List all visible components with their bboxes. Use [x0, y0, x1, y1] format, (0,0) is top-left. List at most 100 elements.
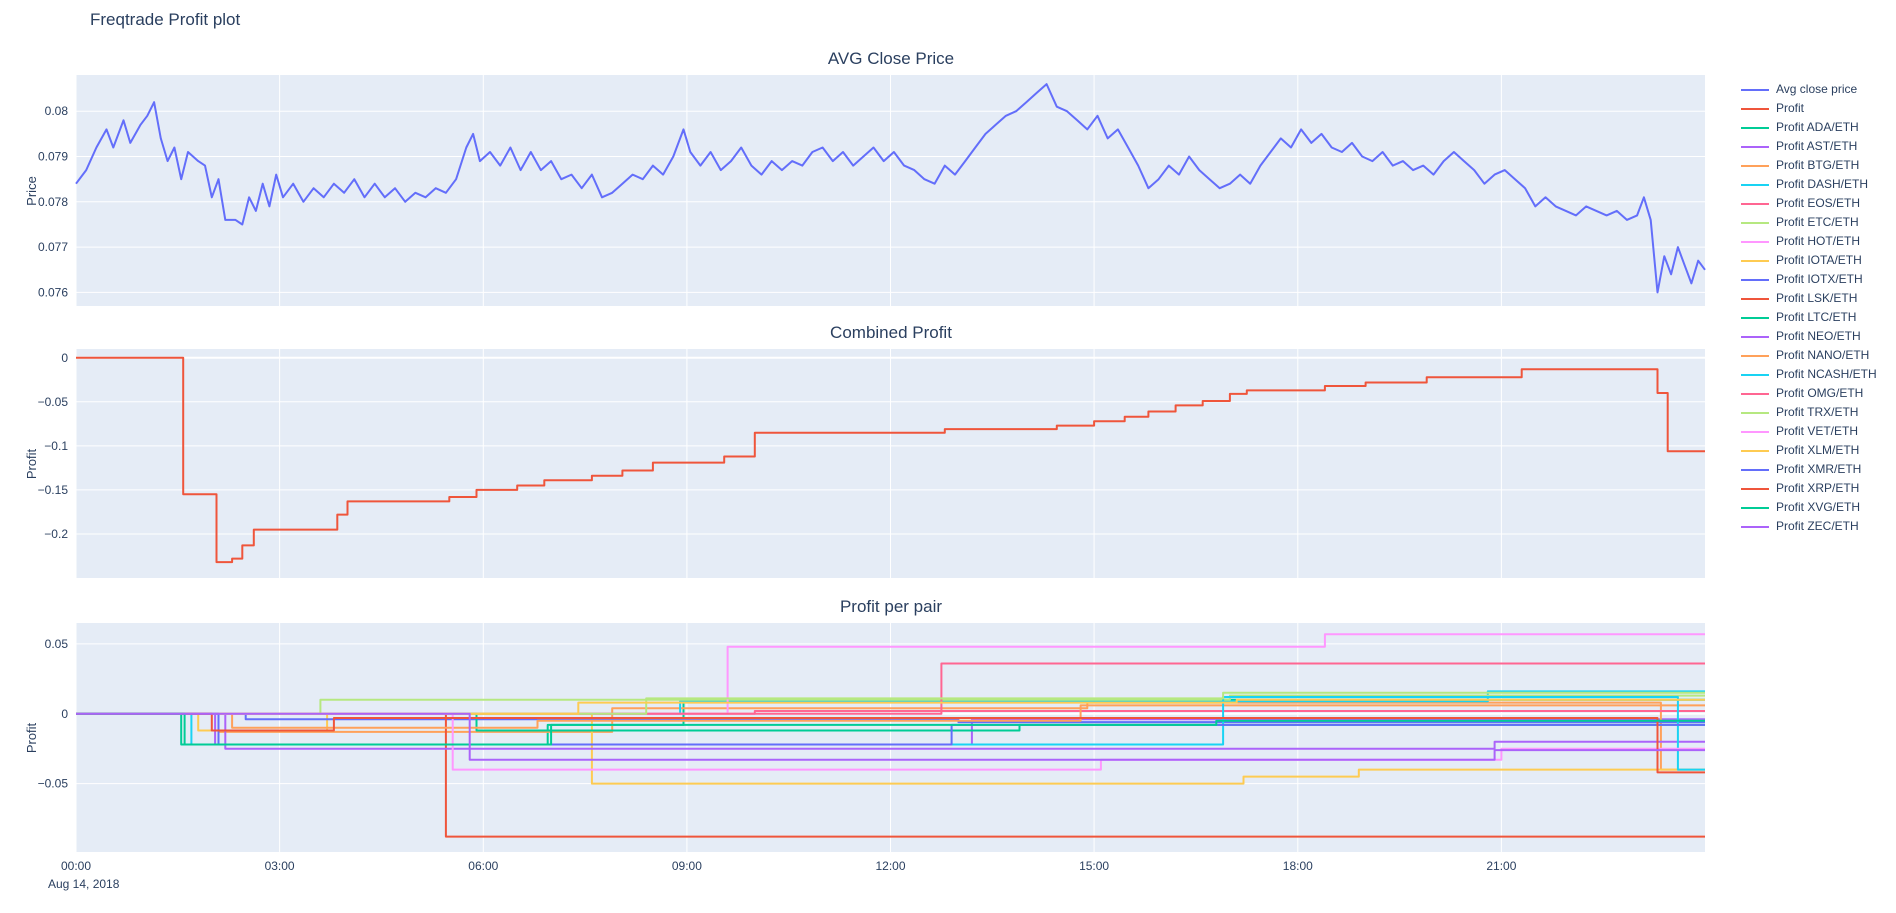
- legend-item-label: Profit ZEC/ETH: [1776, 519, 1859, 533]
- legend-item-label: Profit NEO/ETH: [1776, 329, 1861, 343]
- legend-line-swatch: [1741, 259, 1769, 262]
- series-profit-ada-eth: [76, 698, 1705, 746]
- legend-item-profit-ast-eth[interactable]: Profit AST/ETH: [1741, 137, 1877, 156]
- legend-item-profit-etc-eth[interactable]: Profit ETC/ETH: [1741, 213, 1877, 232]
- legend-item-label: Profit EOS/ETH: [1776, 196, 1861, 210]
- y-tick-label: −0.15: [38, 483, 69, 497]
- subplot-title-combined-profit: Combined Profit: [830, 323, 952, 342]
- x-tick-label: 15:00: [1079, 859, 1109, 873]
- y-tick-label: 0.077: [38, 240, 68, 254]
- x-axis-date-label: Aug 14, 2018: [48, 877, 120, 891]
- legend-item-label: Profit XMR/ETH: [1776, 462, 1862, 476]
- legend-line-swatch: [1741, 335, 1769, 338]
- x-tick-label: 12:00: [875, 859, 905, 873]
- y-tick-label: 0.078: [38, 195, 68, 209]
- legend-item-label: Profit ADA/ETH: [1776, 120, 1859, 134]
- series-avg-close-price: [75, 83, 1706, 294]
- y-axis-title-combined-profit: Profit: [24, 448, 39, 479]
- x-tick-label: 06:00: [468, 859, 498, 873]
- x-tick-label: 21:00: [1486, 859, 1516, 873]
- y-tick-label: −0.05: [38, 395, 69, 409]
- y-tick-label: 0.079: [38, 150, 68, 164]
- legend-item-label: Profit LSK/ETH: [1776, 291, 1858, 305]
- legend-item-label: Profit XVG/ETH: [1776, 500, 1861, 514]
- legend: Avg close price Profit Profit ADA/ETH Profi…: [1741, 80, 1877, 536]
- series-profit-zec-eth: [76, 712, 1705, 761]
- legend-item-profit-xrp-eth[interactable]: Profit XRP/ETH: [1741, 479, 1877, 498]
- legend-item-profit-nano-eth[interactable]: Profit NANO/ETH: [1741, 346, 1877, 365]
- legend-item-profit-iota-eth[interactable]: Profit IOTA/ETH: [1741, 251, 1877, 270]
- legend-line-swatch: [1741, 297, 1769, 300]
- legend-item-profit-zec-eth[interactable]: Profit ZEC/ETH: [1741, 517, 1877, 536]
- page-title: Freqtrade Profit plot: [90, 10, 241, 29]
- legend-line-swatch: [1741, 411, 1769, 414]
- legend-item-profit-xmr-eth[interactable]: Profit XMR/ETH: [1741, 460, 1877, 479]
- series-profit-xlm-eth: [76, 698, 1705, 715]
- legend-line-swatch: [1741, 392, 1769, 395]
- legend-line-swatch: [1741, 240, 1769, 243]
- y-tick-label: 0.05: [45, 637, 69, 651]
- legend-line-swatch: [1741, 487, 1769, 490]
- x-tick-label: 00:00: [61, 859, 91, 873]
- legend-item-profit-lsk-eth[interactable]: Profit LSK/ETH: [1741, 289, 1877, 308]
- legend-item-label: Profit XLM/ETH: [1776, 443, 1860, 457]
- y-tick-label: −0.1: [44, 439, 68, 453]
- legend-line-swatch: [1741, 107, 1769, 110]
- series-profit-nano-eth: [76, 704, 1705, 729]
- y-tick-label: 0: [61, 351, 68, 365]
- legend-item-label: Profit IOTX/ETH: [1776, 272, 1863, 286]
- avg-close-price-subplot[interactable]: 0.076 0.077 0.078 0.079 0.08 AVG Close Price P…: [24, 49, 1706, 306]
- legend-item-profit-neo-eth[interactable]: Profit NEO/ETH: [1741, 327, 1877, 346]
- legend-item-label: Profit ETC/ETH: [1776, 215, 1859, 229]
- legend-line-swatch: [1741, 126, 1769, 129]
- legend-item-profit-ncash-eth[interactable]: Profit NCASH/ETH: [1741, 365, 1877, 384]
- y-axis-title-avg-close-price: Price: [24, 176, 39, 206]
- legend-item-profit-dash-eth[interactable]: Profit DASH/ETH: [1741, 175, 1877, 194]
- legend-item-profit-hot-eth[interactable]: Profit HOT/ETH: [1741, 232, 1877, 251]
- legend-item-label: Profit OMG/ETH: [1776, 386, 1864, 400]
- legend-line-swatch: [1741, 354, 1769, 357]
- subplot-title-avg-close-price: AVG Close Price: [828, 49, 954, 68]
- legend-line-swatch: [1741, 164, 1769, 167]
- y-axis-title-profit-per-pair: Profit: [24, 722, 39, 753]
- legend-item-profit-ltc-eth[interactable]: Profit LTC/ETH: [1741, 308, 1877, 327]
- legend-line-swatch: [1741, 183, 1769, 186]
- legend-line-swatch: [1741, 316, 1769, 319]
- legend-line-swatch: [1741, 202, 1769, 205]
- legend-item-label: Profit VET/ETH: [1776, 424, 1859, 438]
- legend-item-profit-eos-eth[interactable]: Profit EOS/ETH: [1741, 194, 1877, 213]
- y-tick-label: −0.2: [44, 527, 68, 541]
- y-tick-label: −0.05: [38, 777, 69, 791]
- profit-per-pair-subplot[interactable]: 0.05 0 −0.05 Profit per pair Profit 00:00 03:0…: [24, 597, 1705, 891]
- legend-item-label: Profit: [1776, 101, 1805, 115]
- legend-item-label: Profit TRX/ETH: [1776, 405, 1859, 419]
- legend-item-profit-ada-eth[interactable]: Profit ADA/ETH: [1741, 118, 1877, 137]
- legend-item-profit-omg-eth[interactable]: Profit OMG/ETH: [1741, 384, 1877, 403]
- y-tick-label: 0.08: [45, 104, 69, 118]
- legend-item-profit-xvg-eth[interactable]: Profit XVG/ETH: [1741, 498, 1877, 517]
- y-tick-label: 0: [61, 707, 68, 721]
- legend-item-profit-iotx-eth[interactable]: Profit IOTX/ETH: [1741, 270, 1877, 289]
- series-profit-xvg-eth: [76, 712, 1705, 746]
- legend-line-swatch: [1741, 525, 1769, 528]
- legend-item-label: Profit NCASH/ETH: [1776, 367, 1877, 381]
- legend-item-profit-trx-eth[interactable]: Profit TRX/ETH: [1741, 403, 1877, 422]
- x-tick-label: 18:00: [1283, 859, 1313, 873]
- legend-item-profit-btg-eth[interactable]: Profit BTG/ETH: [1741, 156, 1877, 175]
- legend-item-label: Avg close price: [1776, 82, 1858, 96]
- legend-item-label: Profit BTG/ETH: [1776, 158, 1860, 172]
- legend-item-label: Profit XRP/ETH: [1776, 481, 1860, 495]
- combined-profit-subplot[interactable]: 0 −0.05 −0.1 −0.15 −0.2 Combined Profit Profit: [24, 323, 1705, 578]
- subplot-title-profit-per-pair: Profit per pair: [840, 597, 942, 616]
- legend-line-swatch: [1741, 88, 1769, 91]
- legend-line-swatch: [1741, 145, 1769, 148]
- legend-item-avg-close-price[interactable]: Avg close price: [1741, 80, 1877, 99]
- x-tick-label: 03:00: [265, 859, 295, 873]
- legend-item-profit[interactable]: Profit: [1741, 99, 1877, 118]
- legend-item-profit-xlm-eth[interactable]: Profit XLM/ETH: [1741, 441, 1877, 460]
- legend-item-label: Profit DASH/ETH: [1776, 177, 1869, 191]
- legend-line-swatch: [1741, 278, 1769, 281]
- legend-item-profit-vet-eth[interactable]: Profit VET/ETH: [1741, 422, 1877, 441]
